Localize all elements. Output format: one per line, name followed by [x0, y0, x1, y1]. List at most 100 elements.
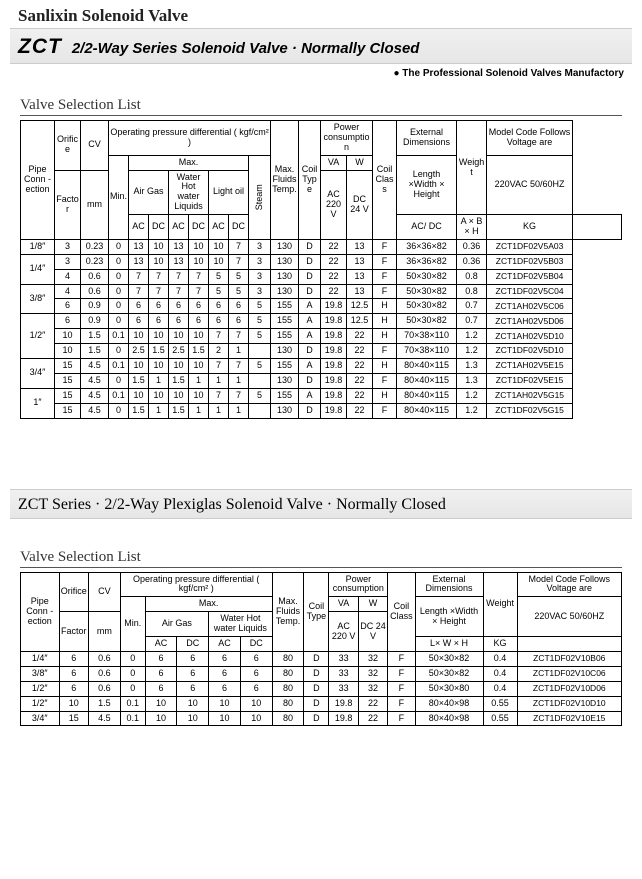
- table-cell: 13: [169, 254, 189, 269]
- table-cell: 0: [109, 403, 129, 418]
- table-cell: 33: [329, 651, 358, 666]
- th-kg: KG: [483, 637, 517, 652]
- th-model: Model Code Follows Voltage are: [517, 572, 621, 597]
- table-cell: 3: [55, 254, 81, 269]
- table-cell: D: [304, 696, 329, 711]
- table-cell: 155: [271, 299, 299, 314]
- table-cell: ZCT1AH02V5D10: [487, 329, 573, 344]
- table-cell: 1: [229, 373, 249, 388]
- table-cell: 1.2: [457, 344, 487, 359]
- table-cell: 155: [271, 388, 299, 403]
- th-weight: Weight: [483, 572, 517, 636]
- table-cell: ZCT1AH02V5E15: [487, 359, 573, 374]
- table-cell: 10: [145, 711, 177, 726]
- table-cell: 0: [109, 299, 129, 314]
- table-cell: 19.8: [329, 696, 358, 711]
- table-cell: 0.7: [457, 314, 487, 329]
- table-cell: 33: [329, 681, 358, 696]
- table-cell: 0: [109, 344, 129, 359]
- table-cell: [249, 403, 271, 418]
- table-cell: 0.6: [89, 651, 121, 666]
- table-row: 154.501.511.5111130D19.822F80×40×1151.3Z…: [21, 373, 622, 388]
- table-row: 3/4″154.50.11010101080D19.822F80×40×980.…: [21, 711, 622, 726]
- table-cell: 1.5: [81, 344, 109, 359]
- table-cell: 10: [209, 254, 229, 269]
- table-cell: 19.8: [321, 403, 347, 418]
- table-cell: 1.5: [129, 403, 149, 418]
- table-cell: 10: [169, 359, 189, 374]
- table-cell: 0.7: [457, 299, 487, 314]
- table-cell: 10: [149, 329, 169, 344]
- table-cell: 13: [169, 239, 189, 254]
- table-cell: 80×40×115: [397, 403, 457, 418]
- table-cell: 7: [229, 239, 249, 254]
- table-row: 1″154.50.110101010775155A19.822H80×40×11…: [21, 388, 622, 403]
- table-cell: ZCT1DF02V5C04: [487, 284, 573, 299]
- table-cell: 6: [229, 314, 249, 329]
- table-cell: 6: [59, 651, 88, 666]
- table-cell: 1: [149, 373, 169, 388]
- table-cell: 0.9: [81, 314, 109, 329]
- table-cell: 3: [249, 239, 271, 254]
- table-cell: F: [388, 666, 415, 681]
- th-airgas: Air Gas: [145, 612, 208, 637]
- th-orifice: Orifice: [59, 572, 88, 612]
- th-ac: AC: [129, 215, 149, 240]
- table-cell: D: [299, 269, 321, 284]
- table-cell: 7: [149, 284, 169, 299]
- table-cell: 4.5: [81, 403, 109, 418]
- table-cell: 6: [209, 666, 241, 681]
- table-row: 1/4″30.230131013101073130D2213F36×36×820…: [21, 254, 622, 269]
- table-cell: 0.36: [457, 254, 487, 269]
- table-row: 1/2″101.50.11010101080D19.822F80×40×980.…: [21, 696, 622, 711]
- table-cell: A: [299, 329, 321, 344]
- table-cell: 0.23: [81, 239, 109, 254]
- table-cell: 0: [109, 284, 129, 299]
- table-cell: 50×30×82: [415, 651, 483, 666]
- table-cell: 1.5: [169, 403, 189, 418]
- table-cell: ZCT1DF02V5B04: [487, 269, 573, 284]
- table-cell: 1/2″: [21, 696, 60, 711]
- table-cell: 0: [109, 373, 129, 388]
- table-cell: F: [373, 403, 397, 418]
- table-cell: 1.3: [457, 373, 487, 388]
- table-cell: 4.5: [81, 359, 109, 374]
- th-max: Max.: [145, 597, 272, 612]
- th-min: Min.: [109, 155, 129, 239]
- table-cell: 22: [347, 329, 373, 344]
- table-cell: 19.8: [329, 711, 358, 726]
- table-cell: 80: [272, 681, 304, 696]
- th-mm: mm: [89, 612, 121, 652]
- table-cell: 3/8″: [21, 284, 55, 314]
- table-cell: F: [373, 373, 397, 388]
- table-cell: 15: [55, 373, 81, 388]
- table-cell: 15: [59, 711, 88, 726]
- table-cell: 36×36×82: [397, 254, 457, 269]
- th-factor: Factor: [59, 612, 88, 652]
- table-cell: 7: [209, 329, 229, 344]
- th-pipe: Pipe Conn -ection: [21, 121, 55, 240]
- th-volt: 220VAC 50/60HZ: [517, 597, 621, 637]
- table-cell: ZCT1DF02V5D10: [487, 344, 573, 359]
- th-max: Max.: [129, 155, 249, 170]
- table-cell: 1.2: [457, 388, 487, 403]
- th-kg: KG: [487, 215, 573, 240]
- valve-table-2: Pipe Conn -ection Orifice CV Operating p…: [20, 572, 622, 727]
- table-cell: ZCT1DF02V10D06: [517, 681, 621, 696]
- table-cell: 0.4: [483, 681, 517, 696]
- table-cell: 3/4″: [21, 359, 55, 389]
- table-cell: 6: [149, 314, 169, 329]
- th-lightoil: Light oil: [209, 170, 249, 215]
- table-cell: 22: [358, 711, 387, 726]
- table-cell: F: [373, 239, 397, 254]
- table-cell: 0.6: [81, 284, 109, 299]
- table-cell: 0.1: [109, 359, 129, 374]
- table-cell: 1/8″: [21, 239, 55, 254]
- table-cell: 1: [189, 403, 209, 418]
- table-row: 3/4″154.50.110101010775155A19.822H80×40×…: [21, 359, 622, 374]
- th-acdc: AC/ DC: [397, 215, 457, 240]
- table-cell: 1.5: [81, 329, 109, 344]
- table-cell: 6: [229, 299, 249, 314]
- table-cell: 10: [189, 254, 209, 269]
- table-cell: D: [299, 403, 321, 418]
